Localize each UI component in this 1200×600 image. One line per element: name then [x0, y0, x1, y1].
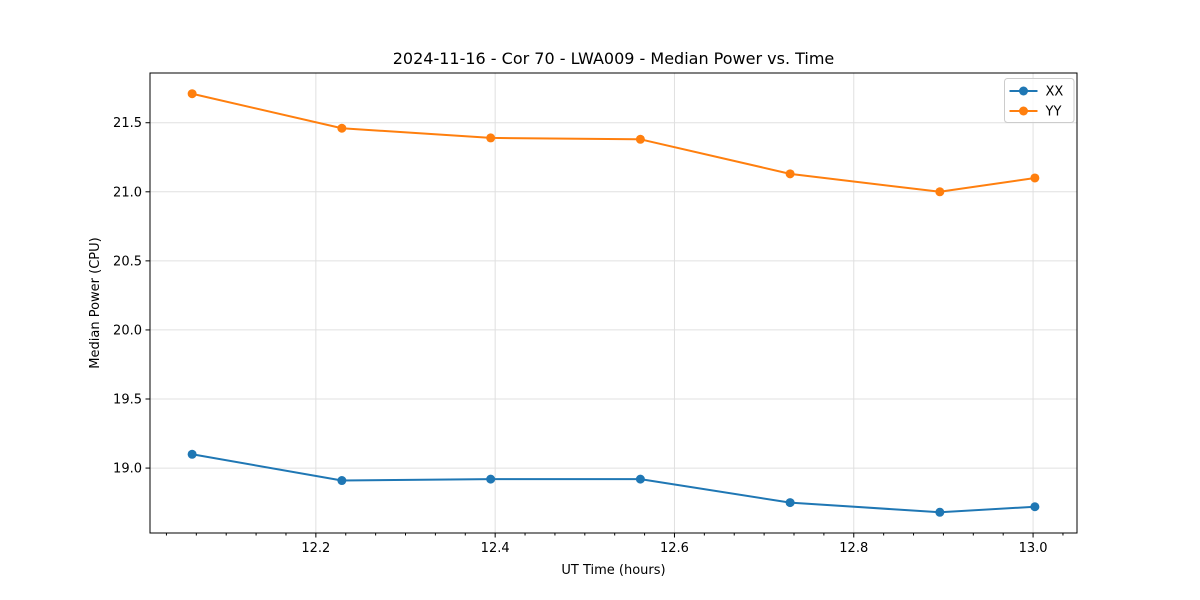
- data-point-xx: [935, 507, 945, 517]
- x-tick-label: 13.0: [1019, 541, 1048, 556]
- legend-label-yy: YY: [1045, 105, 1062, 120]
- data-point-yy: [635, 134, 645, 144]
- series-yy-line: [191, 92, 1036, 193]
- x-axis-label: UT Time (hours): [561, 563, 666, 578]
- y-tick-label: 20.5: [113, 254, 142, 269]
- data-point-yy: [486, 133, 496, 143]
- chart-title: 2024-11-16 - Cor 70 - LWA009 - Median Po…: [392, 49, 835, 68]
- plot-border: [149, 72, 1078, 534]
- y-tick-label: 21.0: [113, 185, 142, 200]
- y-tick-label: 19.0: [113, 462, 142, 477]
- y-tick-label: 20.0: [113, 323, 142, 338]
- y-tick-label: 21.5: [113, 116, 142, 131]
- series-yy: [187, 89, 1040, 197]
- x-tick-label: 12.6: [660, 541, 689, 556]
- data-point-xx: [187, 449, 197, 459]
- data-point-xx: [1030, 502, 1040, 512]
- data-point-xx: [635, 474, 645, 484]
- data-point-yy: [935, 187, 945, 197]
- data-point-xx: [337, 476, 347, 486]
- data-point-xx: [785, 498, 795, 508]
- data-point-xx: [486, 474, 496, 484]
- data-point-yy: [785, 169, 795, 179]
- legend-box: [1004, 78, 1075, 123]
- legend: XX YY: [1004, 78, 1075, 123]
- data-point-yy: [337, 123, 347, 133]
- grid-lines: [150, 73, 1077, 533]
- y-tick-label: 19.5: [113, 393, 142, 408]
- x-tick-label: 12.4: [481, 541, 510, 556]
- data-point-yy: [187, 89, 197, 99]
- x-tick-label: 12.8: [839, 541, 868, 556]
- legend-label-xx: XX: [1046, 85, 1064, 100]
- data-point-yy: [1030, 173, 1040, 183]
- x-tick-label: 12.2: [301, 541, 330, 556]
- series-xx-line: [191, 453, 1035, 514]
- series-xx: [187, 449, 1040, 517]
- legend-marker-sample: [1019, 86, 1028, 96]
- legend-marker-sample: [1019, 106, 1028, 116]
- tick-labels: 12.2 12.4 12.6 12.8 13.0 19.0 19.5 20.0 20.5 21.0…: [113, 116, 1048, 556]
